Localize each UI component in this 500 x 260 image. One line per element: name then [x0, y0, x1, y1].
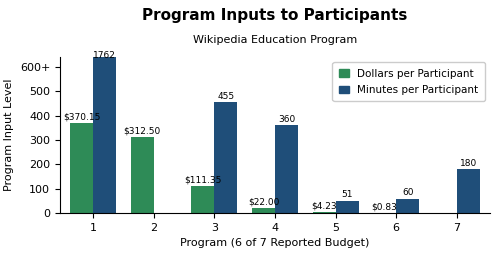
- Text: $111.35: $111.35: [184, 176, 222, 185]
- Text: Wikipedia Education Program: Wikipedia Education Program: [193, 35, 357, 45]
- Bar: [94, 0, 116, 213]
- Text: 180: 180: [460, 159, 477, 168]
- Bar: [396, 199, 419, 213]
- Bar: [252, 208, 275, 213]
- X-axis label: Program (6 of 7 Reported Budget): Program (6 of 7 Reported Budget): [180, 238, 370, 249]
- Text: 1762: 1762: [94, 51, 116, 60]
- Text: $370.15: $370.15: [63, 113, 100, 121]
- Text: 455: 455: [218, 92, 234, 101]
- Text: Program Inputs to Participants: Program Inputs to Participants: [142, 8, 408, 23]
- Text: 51: 51: [342, 190, 353, 199]
- Bar: [214, 102, 238, 213]
- Bar: [131, 137, 154, 213]
- Bar: [70, 123, 94, 213]
- Text: $22.00: $22.00: [248, 197, 279, 206]
- Bar: [336, 201, 358, 213]
- Text: $312.50: $312.50: [124, 127, 161, 135]
- Y-axis label: Program Input Level: Program Input Level: [4, 79, 15, 191]
- Text: 360: 360: [278, 115, 295, 124]
- Text: 60: 60: [402, 188, 413, 197]
- Text: $0.83: $0.83: [372, 203, 398, 212]
- Bar: [275, 125, 298, 213]
- Bar: [312, 212, 336, 213]
- Text: $4.23: $4.23: [311, 202, 337, 211]
- Bar: [192, 186, 214, 213]
- Bar: [456, 169, 479, 213]
- Legend: Dollars per Participant, Minutes per Participant: Dollars per Participant, Minutes per Par…: [332, 62, 485, 101]
